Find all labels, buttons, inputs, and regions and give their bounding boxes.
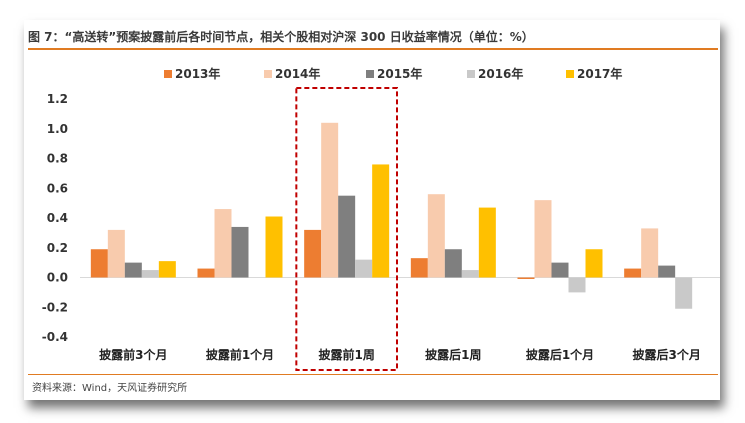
bar-1-4 [141, 270, 159, 278]
bar-4-5 [478, 207, 496, 278]
legend-item: 2013年 [164, 65, 220, 82]
bar-5-4 [568, 277, 586, 293]
x-tick-label: 披露前3个月 [99, 347, 167, 362]
y-tick-label: 0.2 [47, 241, 68, 255]
bar-1-5 [158, 261, 176, 278]
legend-swatch [366, 70, 374, 78]
legend-swatch [264, 70, 272, 78]
x-tick-label: 披露前1周 [318, 347, 374, 362]
x-tick-label: 披露后1个月 [526, 347, 594, 362]
bar-2-5 [265, 216, 283, 278]
y-tick-label: 0.8 [47, 152, 68, 166]
title-divider [28, 48, 718, 50]
chart-card [24, 20, 720, 400]
legend-label: 2017年 [577, 67, 623, 81]
legend-item: 2017年 [566, 65, 622, 82]
y-tick-label: 0.0 [47, 271, 68, 285]
bar-4-1 [410, 258, 428, 278]
source-note: 资料来源：Wind，天风证券研究所 [32, 383, 188, 394]
bar-3-4 [355, 259, 373, 278]
y-tick-label: 1.0 [47, 122, 68, 136]
x-tick-label: 披露前1个月 [206, 347, 274, 362]
bar-4-3 [444, 249, 462, 278]
y-tick-label: -0.4 [42, 330, 68, 344]
legend-item: 2016年 [467, 65, 523, 82]
bar-1-3 [124, 262, 142, 278]
legend-swatch [164, 70, 172, 78]
y-tick-label: 0.6 [47, 181, 68, 195]
bar-5-1 [517, 277, 535, 279]
bar-2-3 [231, 226, 249, 278]
y-tick-label: 1.2 [47, 92, 68, 106]
bar-5-5 [585, 249, 603, 278]
legend-item: 2014年 [264, 65, 320, 82]
legend-swatch [566, 70, 574, 78]
legend-label: 2013年 [175, 67, 221, 81]
legend-label: 2014年 [275, 67, 321, 81]
bar-6-4 [675, 277, 693, 309]
y-tick-label: 0.4 [47, 211, 68, 225]
bar-3-1 [304, 229, 322, 278]
y-tick-label: -0.2 [42, 300, 68, 314]
x-tick-label: 披露后3个月 [632, 347, 700, 362]
legend: 2013年 2014年 2015年 2016年 2017年 [0, 65, 745, 81]
bar-1-1 [90, 249, 108, 278]
bar-1-2 [107, 229, 125, 278]
bar-6-1 [624, 268, 642, 278]
x-tick-label: 披露后1周 [425, 347, 481, 362]
bar-4-4 [461, 270, 479, 278]
bar-6-2 [641, 228, 659, 278]
bar-3-3 [338, 195, 356, 278]
bar-3-2 [321, 122, 339, 278]
legend-label: 2015年 [377, 67, 423, 81]
bar-2-2 [214, 209, 232, 278]
source-divider [28, 374, 718, 375]
bar-3-5 [372, 164, 390, 278]
legend-label: 2016年 [478, 67, 524, 81]
highlight-box [295, 87, 399, 371]
bar-4-2 [427, 194, 445, 278]
bar-5-2 [534, 200, 552, 278]
bar-2-1 [197, 268, 215, 278]
legend-item: 2015年 [366, 65, 422, 82]
bar-5-3 [551, 262, 569, 278]
bar-6-3 [658, 265, 676, 278]
legend-swatch [467, 70, 475, 78]
chart-title: 图 7：“高送转”预案披露前后各时间节点，相关个股相对沪深 300 日收益率情况… [28, 30, 534, 44]
